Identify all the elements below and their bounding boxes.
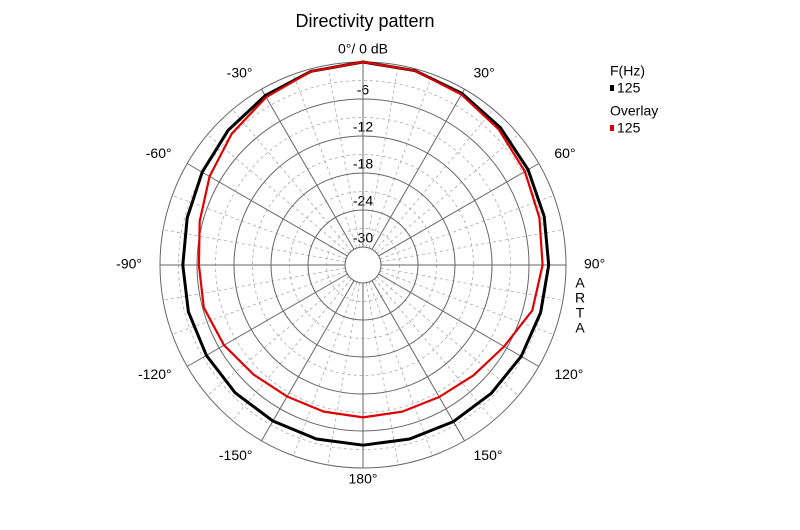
minor-spoke xyxy=(232,109,352,252)
legend-label: 125 xyxy=(617,80,641,96)
theta-tick-label: 120° xyxy=(554,366,583,382)
legend-swatch xyxy=(610,125,614,131)
chart-title: Directivity pattern xyxy=(295,11,434,31)
theta-tick-label: -90° xyxy=(116,256,142,272)
minor-spoke xyxy=(293,74,358,249)
minor-spoke xyxy=(207,276,350,396)
theta-tick-label: 60° xyxy=(554,145,575,161)
theta-tick-label: 90° xyxy=(584,256,605,272)
minor-spoke xyxy=(374,278,494,421)
minor-spoke xyxy=(380,229,563,263)
minor-spoke xyxy=(368,281,433,456)
legend-label: 125 xyxy=(617,120,641,136)
grid-ring xyxy=(344,246,382,284)
minor-spoke xyxy=(172,270,347,335)
grid-spoke xyxy=(261,280,355,442)
watermark-letter: A xyxy=(575,275,585,291)
minor-spoke xyxy=(293,281,358,456)
minor-spoke xyxy=(379,195,554,260)
grid-spoke xyxy=(261,88,355,250)
minor-spoke xyxy=(365,65,399,248)
theta-tick-label: -150° xyxy=(219,447,253,463)
minor-spoke xyxy=(163,229,346,263)
minor-spoke xyxy=(327,282,361,465)
minor-spoke xyxy=(368,74,433,249)
grid-spoke xyxy=(186,163,348,257)
theta-tick-label: -120° xyxy=(138,366,172,382)
minor-spoke xyxy=(376,276,519,396)
minor-spoke xyxy=(172,195,347,260)
grid-spoke xyxy=(378,273,540,367)
legend-swatch xyxy=(610,85,614,91)
minor-spoke xyxy=(207,134,350,254)
theta-tick-label: -30° xyxy=(227,64,253,80)
legend-group: F(Hz) xyxy=(610,63,645,79)
minor-spoke xyxy=(365,282,399,465)
theta-tick-label: -60° xyxy=(146,145,172,161)
legend-group: Overlay xyxy=(610,103,658,119)
minor-spoke xyxy=(380,267,563,301)
grid-spoke xyxy=(371,88,465,250)
theta-tick-label: 150° xyxy=(474,447,503,463)
series-line xyxy=(197,60,544,419)
series-line xyxy=(181,60,551,447)
minor-spoke xyxy=(379,270,554,335)
watermark-letter: A xyxy=(575,320,585,336)
minor-spoke xyxy=(374,109,494,252)
watermark-letter: T xyxy=(576,305,585,321)
watermark-letter: R xyxy=(575,290,585,306)
minor-spoke xyxy=(232,278,352,421)
minor-spoke xyxy=(327,65,361,248)
theta-tick-label: 30° xyxy=(474,64,495,80)
grid-spoke xyxy=(371,280,465,442)
grid-spoke xyxy=(186,273,348,367)
minor-spoke xyxy=(163,267,346,301)
theta-tick-label: 0°/ 0 dB xyxy=(338,41,388,57)
grid-spoke xyxy=(378,163,540,257)
theta-tick-label: 180° xyxy=(349,471,378,487)
minor-spoke xyxy=(376,134,519,254)
